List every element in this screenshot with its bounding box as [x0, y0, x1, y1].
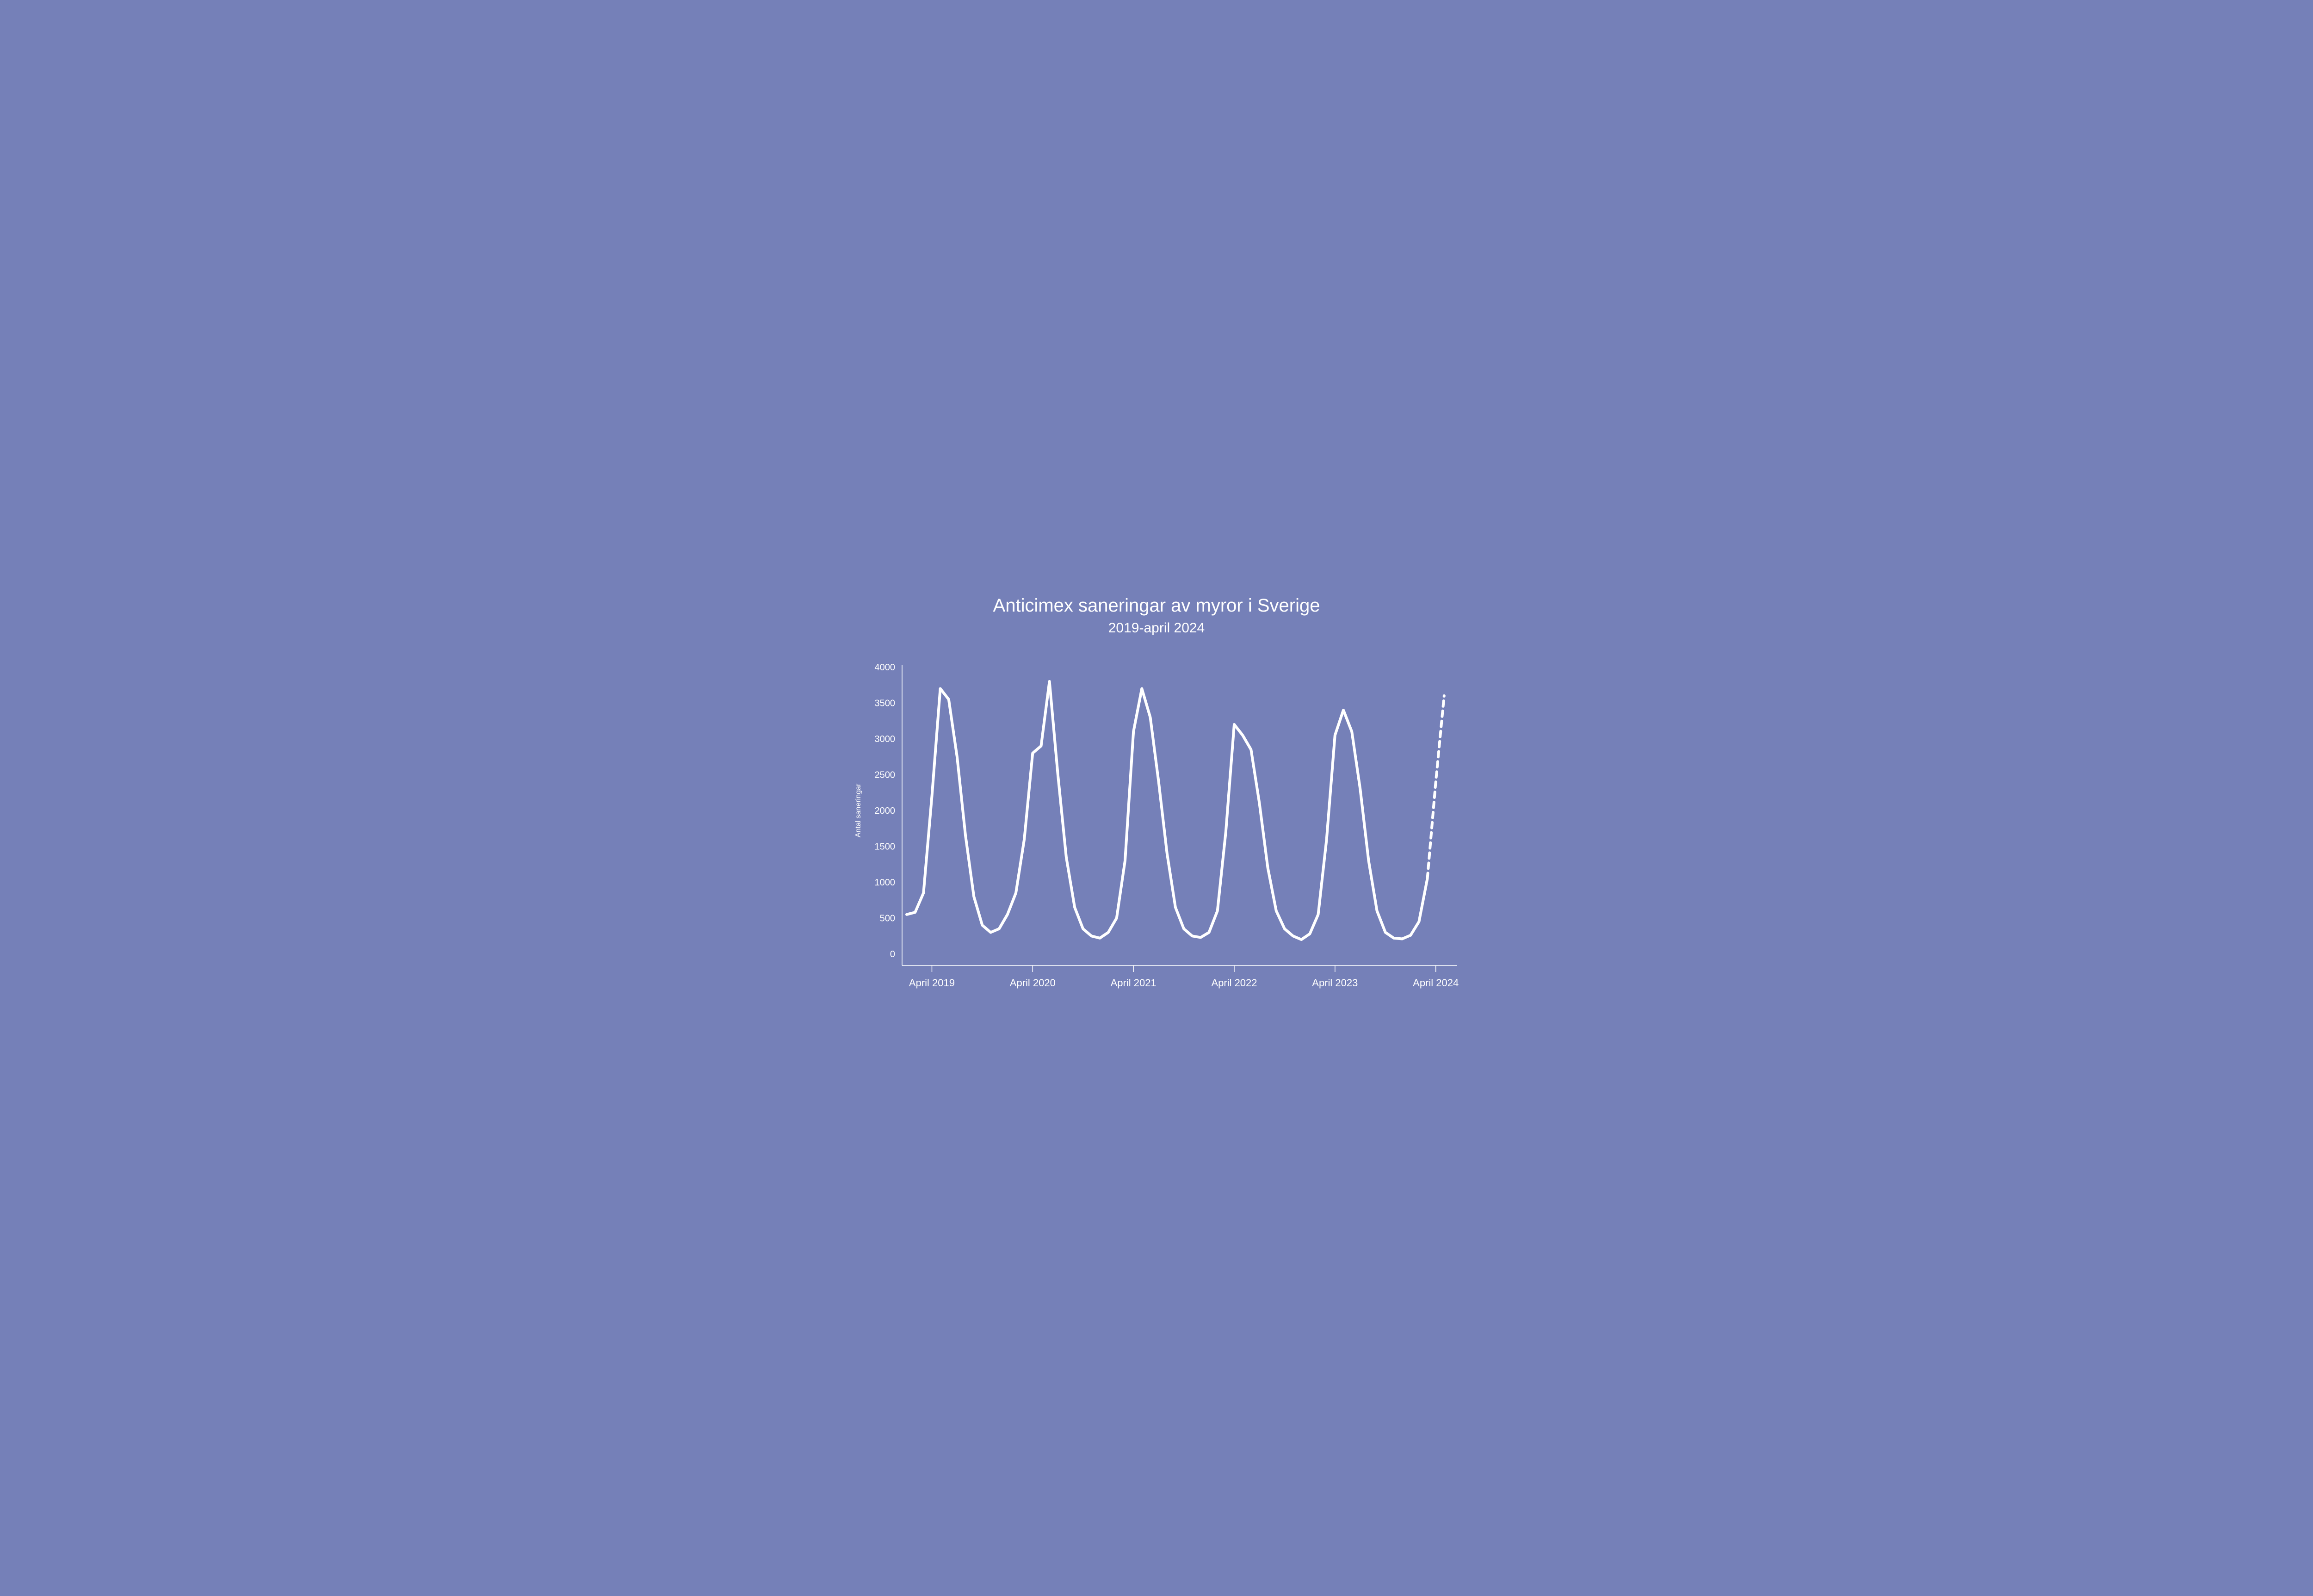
y-tick-label: 2500 — [875, 770, 896, 780]
x-tick-label: April 2021 — [1111, 977, 1156, 989]
chart-subtitle: 2019-april 2024 — [1108, 620, 1205, 636]
x-tick-label: April 2020 — [1010, 977, 1056, 989]
ant-sanitation-chart: Anticimex saneringar av myror i Sverige 2… — [833, 575, 1480, 1021]
y-tick-label: 0 — [890, 949, 895, 959]
y-axis-label: Antal saneringar — [854, 783, 862, 837]
x-tick-label: April 2023 — [1312, 977, 1358, 989]
x-tick-label: April 2024 — [1413, 977, 1459, 989]
y-tick-label: 1500 — [875, 842, 896, 852]
x-tick-label: April 2022 — [1211, 977, 1257, 989]
y-tick-label: 500 — [880, 914, 895, 924]
y-tick-label: 2000 — [875, 806, 896, 816]
chart-svg: Anticimex saneringar av myror i Sverige 2… — [833, 575, 1480, 1021]
y-tick-label: 1000 — [875, 878, 896, 888]
x-tick-label: April 2019 — [909, 977, 955, 989]
y-tick-label: 3000 — [875, 734, 896, 744]
chart-title: Anticimex saneringar av myror i Sverige — [993, 595, 1320, 616]
y-tick-label: 4000 — [875, 662, 896, 673]
y-tick-label: 3500 — [875, 699, 896, 709]
